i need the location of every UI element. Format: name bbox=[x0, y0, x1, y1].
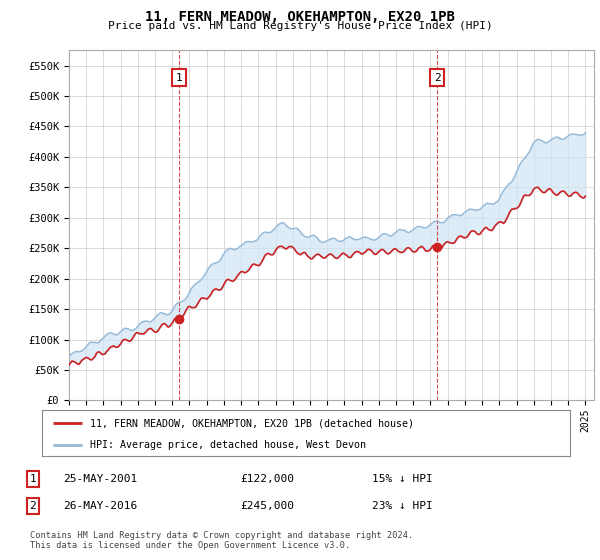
Text: Price paid vs. HM Land Registry's House Price Index (HPI): Price paid vs. HM Land Registry's House … bbox=[107, 21, 493, 31]
Text: 1: 1 bbox=[29, 474, 37, 484]
Text: 2: 2 bbox=[434, 73, 440, 83]
Text: £245,000: £245,000 bbox=[240, 501, 294, 511]
Text: 15% ↓ HPI: 15% ↓ HPI bbox=[372, 474, 433, 484]
Text: 2: 2 bbox=[29, 501, 37, 511]
Text: 26-MAY-2016: 26-MAY-2016 bbox=[63, 501, 137, 511]
Text: 11, FERN MEADOW, OKEHAMPTON, EX20 1PB: 11, FERN MEADOW, OKEHAMPTON, EX20 1PB bbox=[145, 10, 455, 24]
Text: 11, FERN MEADOW, OKEHAMPTON, EX20 1PB (detached house): 11, FERN MEADOW, OKEHAMPTON, EX20 1PB (d… bbox=[89, 418, 413, 428]
Text: £122,000: £122,000 bbox=[240, 474, 294, 484]
Text: 25-MAY-2001: 25-MAY-2001 bbox=[63, 474, 137, 484]
Text: 23% ↓ HPI: 23% ↓ HPI bbox=[372, 501, 433, 511]
Text: 1: 1 bbox=[175, 73, 182, 83]
Text: HPI: Average price, detached house, West Devon: HPI: Average price, detached house, West… bbox=[89, 440, 365, 450]
Text: Contains HM Land Registry data © Crown copyright and database right 2024.
This d: Contains HM Land Registry data © Crown c… bbox=[30, 531, 413, 550]
